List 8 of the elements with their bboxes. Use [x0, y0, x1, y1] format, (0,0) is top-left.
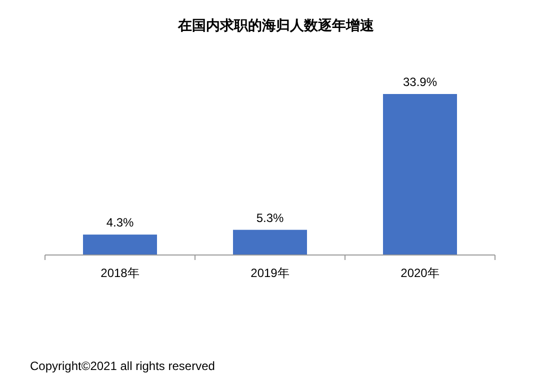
- text: Copyright©2021 all rights reserved: [30, 359, 215, 373]
- x-tick-label: 2019年: [250, 266, 290, 280]
- x-tick-label: 2018年: [100, 266, 140, 280]
- x-tick-label: 2020年: [400, 266, 440, 280]
- data-label: 33.9%: [402, 75, 438, 89]
- data-label: 5.3%: [256, 210, 284, 225]
- data-label: 4.3%: [106, 216, 134, 230]
- chart-title: 在国内求职的海归人数逐年增速: [177, 17, 375, 33]
